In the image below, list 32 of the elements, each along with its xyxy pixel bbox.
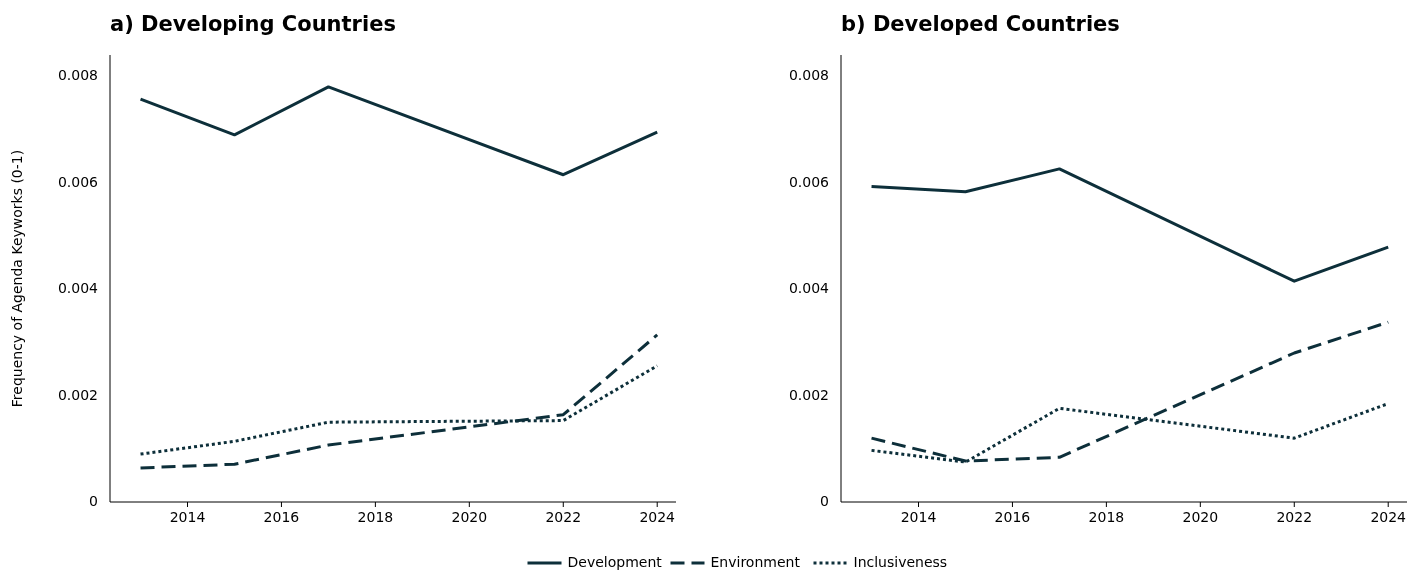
chart-title: a) Developing Countries bbox=[110, 12, 396, 36]
y-tick-label: 0.004 bbox=[57, 280, 99, 297]
y-axis-title: Frequency of Agenda Keyworks (0-1) bbox=[9, 149, 25, 408]
line-series bbox=[870, 320, 1390, 463]
legend-label: Inclusiveness bbox=[853, 554, 948, 570]
y-tick-label: 0.006 bbox=[57, 173, 99, 190]
x-tick-label: 2020 bbox=[451, 509, 488, 525]
y-tick-label: 0.002 bbox=[57, 386, 98, 403]
y-tick-label: 0.004 bbox=[788, 280, 830, 297]
legend-label: Environment bbox=[710, 554, 801, 570]
y-tick-label: 0 bbox=[89, 493, 98, 509]
y-tick-label: 0.006 bbox=[788, 173, 830, 190]
line-series bbox=[139, 333, 659, 470]
chart-title: b) Developed Countries bbox=[841, 12, 1120, 36]
x-tick-label: 2022 bbox=[1276, 509, 1313, 525]
x-tick-label: 2024 bbox=[639, 509, 676, 525]
x-tick-label: 2022 bbox=[545, 509, 582, 525]
y-tick-label: 0.002 bbox=[788, 386, 829, 403]
x-tick-label: 2018 bbox=[357, 509, 394, 525]
x-tick-label: 2024 bbox=[1370, 509, 1407, 525]
y-tick-label: 0 bbox=[820, 493, 829, 509]
line-series bbox=[139, 85, 659, 177]
line-series bbox=[870, 167, 1390, 283]
y-tick-label: 0.008 bbox=[57, 67, 98, 84]
x-tick-label: 2020 bbox=[1182, 509, 1219, 525]
y-tick-label: 0.008 bbox=[788, 67, 829, 84]
x-tick-label: 2014 bbox=[900, 509, 937, 525]
x-tick-label: 2016 bbox=[263, 509, 300, 525]
x-tick-label: 2016 bbox=[994, 509, 1031, 525]
x-tick-label: 2018 bbox=[1088, 509, 1125, 525]
legend-label: Development bbox=[567, 554, 663, 570]
x-tick-label: 2014 bbox=[169, 509, 206, 525]
